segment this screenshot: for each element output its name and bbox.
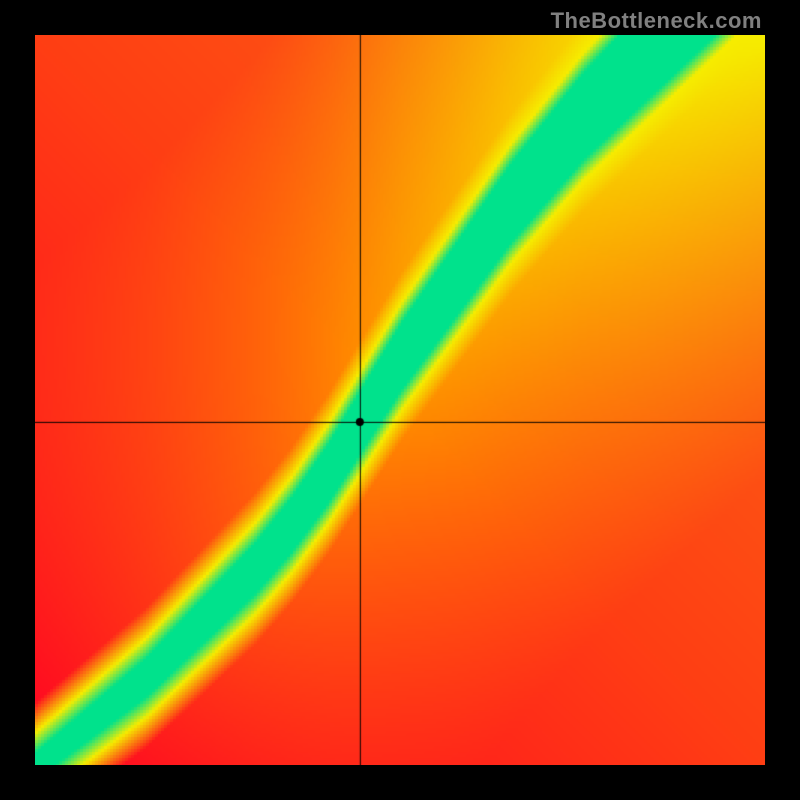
heatmap-canvas xyxy=(35,35,765,765)
watermark-text: TheBottleneck.com xyxy=(551,8,762,34)
heatmap-plot xyxy=(35,35,765,765)
outer-frame: TheBottleneck.com xyxy=(0,0,800,800)
